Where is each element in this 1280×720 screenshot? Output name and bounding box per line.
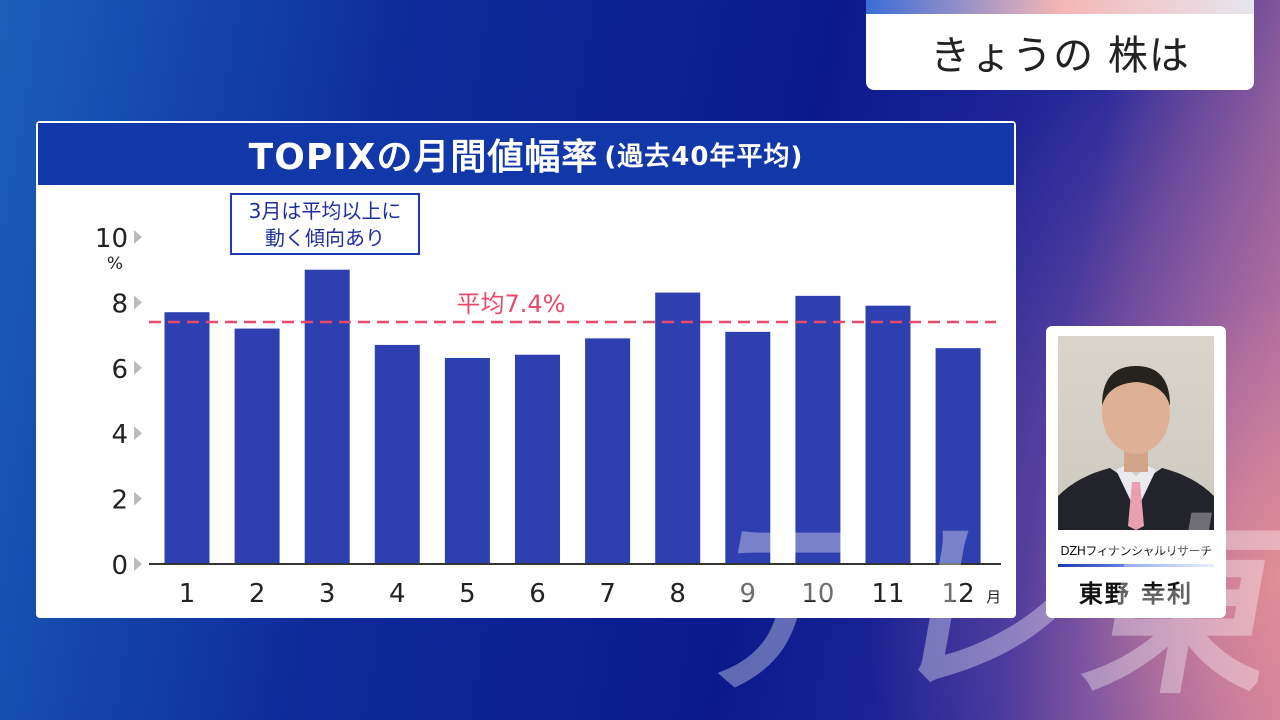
x-tick-label: 2 — [249, 579, 266, 609]
bar-month-1 — [164, 312, 210, 564]
y-tick-label: 8 — [111, 289, 128, 319]
annotation-line-2: 動く傾向あり — [265, 226, 385, 250]
x-tick-label: 7 — [599, 579, 616, 609]
bar-month-2 — [234, 328, 280, 564]
y-tick-marker — [134, 230, 142, 244]
x-tick-label: 6 — [529, 579, 546, 609]
bar-month-8 — [655, 292, 701, 564]
guest-name: 東野 幸利 — [1078, 580, 1194, 608]
y-tick-label: 10 — [95, 224, 128, 254]
bar-month-9 — [725, 331, 771, 564]
guest-divider — [1058, 564, 1214, 567]
bar-month-7 — [585, 338, 631, 564]
annotation-callout: 3月は平均以上に 動く傾向あり — [230, 193, 420, 255]
x-tick-label: 1 — [179, 579, 196, 609]
bar-month-5 — [444, 357, 490, 564]
chart-subtitle: (過去40年平均) — [604, 141, 804, 172]
x-tick-label: 4 — [389, 579, 406, 609]
y-tick-marker — [134, 491, 142, 506]
y-tick-marker — [134, 557, 142, 571]
bar-month-3 — [304, 269, 350, 564]
y-tick-marker — [134, 426, 142, 441]
x-tick-label: 5 — [459, 579, 476, 609]
x-unit-label: 月 — [986, 588, 1001, 606]
x-tick-label: 10 — [801, 579, 834, 609]
guest-card: DZHフィナンシャルリサーチ 東野 幸利 — [1046, 326, 1226, 618]
guest-organization: DZHフィナンシャルリサーチ — [1060, 544, 1212, 558]
bar-month-10 — [795, 295, 841, 564]
x-tick-label: 8 — [669, 579, 686, 609]
guest-photo — [1058, 336, 1214, 530]
bar-month-6 — [515, 354, 560, 564]
x-tick-label: 11 — [871, 579, 904, 609]
y-tick-marker — [134, 360, 142, 375]
y-tick-label: 0 — [111, 551, 128, 581]
y-unit-label: % — [107, 254, 123, 274]
chart-panel: TOPIXの月間値幅率 (過去40年平均) 0 2 4 6 8 10% 1 2 3 4 5 6 7 8 9 1… — [36, 121, 1016, 618]
x-tick-label: 3 — [319, 579, 336, 609]
show-title: きょうの 株は — [866, 14, 1254, 90]
annotation-line-1: 3月は平均以上に — [248, 199, 402, 223]
y-tick-label: 4 — [111, 420, 128, 450]
average-label: 平均7.4% — [457, 290, 566, 318]
y-tick-marker — [134, 295, 142, 310]
bar-month-11 — [865, 305, 911, 564]
chart-header: TOPIXの月間値幅率 (過去40年平均) — [38, 123, 1014, 185]
title-accent-strip — [866, 0, 1254, 14]
bar-month-12 — [935, 348, 981, 564]
x-tick-label: 9 — [740, 579, 757, 609]
y-tick-label: 6 — [111, 355, 128, 385]
bar-month-4 — [374, 344, 420, 564]
x-tick-label: 12 — [942, 579, 975, 609]
person-portrait-icon — [1058, 366, 1214, 530]
y-tick-label: 2 — [111, 486, 128, 516]
chart-title: TOPIXの月間値幅率 — [248, 137, 599, 178]
channel-watermark: テレ東 — [670, 500, 1280, 720]
